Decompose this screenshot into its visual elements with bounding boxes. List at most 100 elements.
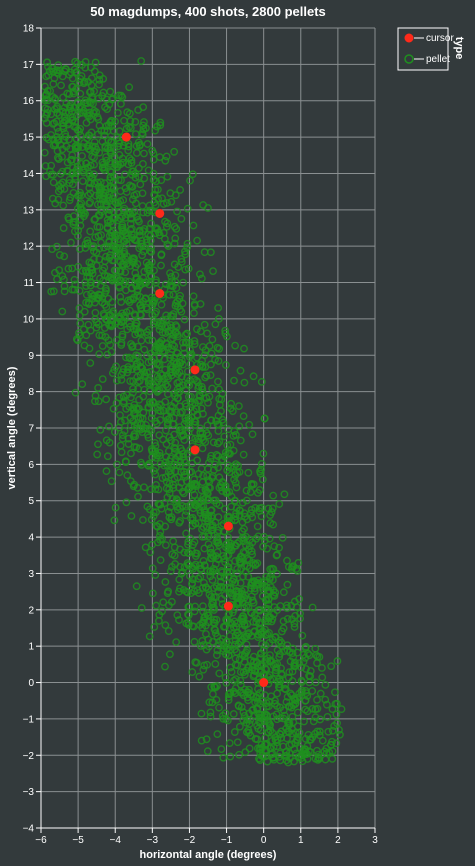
pellet-point <box>232 483 241 492</box>
pellet-point <box>118 431 127 440</box>
pellet-point <box>333 657 342 665</box>
pellet-point <box>190 340 199 348</box>
pellet-point <box>162 280 170 289</box>
pellet-point <box>261 752 270 761</box>
pellet-point <box>73 204 82 213</box>
pellet-point <box>217 594 226 603</box>
pellet-point <box>255 606 264 615</box>
pellet-point <box>105 238 113 247</box>
pellet-point <box>255 486 264 494</box>
pellet-point <box>150 198 159 207</box>
pellet-point <box>139 516 147 524</box>
pellet-point <box>197 503 206 511</box>
pellet-point <box>201 346 210 355</box>
pellet-point <box>71 280 80 289</box>
pellet-point <box>183 243 192 252</box>
pellet-point <box>97 126 106 135</box>
pellet-point <box>155 500 164 509</box>
pellet-point <box>182 502 190 511</box>
pellet-point <box>269 743 278 751</box>
pellet-point <box>49 178 58 187</box>
pellet-point <box>200 616 208 625</box>
pellet-point <box>120 247 129 256</box>
pellet-point <box>318 673 327 682</box>
pellet-point <box>147 445 156 453</box>
pellet-point <box>201 438 210 447</box>
pellet-point <box>236 579 245 587</box>
pellet-point <box>288 712 297 721</box>
pellet-point <box>85 344 94 353</box>
y-tick-label: 4 <box>28 533 34 544</box>
pellet-point <box>279 588 288 597</box>
pellet-point <box>200 320 209 329</box>
pellet-point <box>172 224 181 233</box>
pellet-point <box>76 89 85 98</box>
pellet-point <box>72 85 81 93</box>
pellet-point <box>163 382 172 391</box>
y-tick-label: −3 <box>23 787 35 798</box>
pellet-point <box>279 617 288 626</box>
pellet-point <box>322 700 331 709</box>
pellet-point <box>151 229 160 238</box>
pellet-point <box>168 362 177 371</box>
pellet-point <box>181 247 189 256</box>
pellet-point <box>72 157 81 165</box>
pellet-point <box>184 392 193 401</box>
pellet-point <box>173 385 182 394</box>
pellet-point <box>164 627 173 635</box>
pellet-point <box>88 95 97 103</box>
pellet-point <box>51 94 59 103</box>
pellet-point <box>300 717 308 726</box>
pellet-point <box>240 670 249 679</box>
pellet-point <box>113 109 122 117</box>
pellet-point <box>150 266 158 275</box>
pellet-point <box>138 414 147 423</box>
pellet-point <box>71 388 80 397</box>
pellet-point <box>112 266 121 275</box>
pellet-layer <box>40 57 346 767</box>
pellet-point <box>51 141 60 150</box>
pellet-point <box>214 357 223 365</box>
pellet-point <box>203 488 212 497</box>
pellet-point <box>210 619 219 627</box>
pellet-point <box>84 320 93 329</box>
pellet-point <box>137 604 146 612</box>
pellet-point <box>85 184 94 192</box>
pellet-point <box>210 584 218 592</box>
pellet-point <box>239 412 248 421</box>
pellet-point <box>60 275 68 284</box>
x-tick-label: 0 <box>261 835 267 846</box>
pellet-point <box>206 544 215 553</box>
pellet-point <box>321 695 330 704</box>
pellet-point <box>301 745 310 754</box>
pellet-point <box>133 483 142 492</box>
pellet-point <box>221 329 230 338</box>
pellet-point <box>260 532 268 541</box>
pellet-point <box>145 632 154 641</box>
pellet-point <box>60 116 69 125</box>
pellet-point <box>235 422 244 431</box>
pellet-point <box>138 251 146 260</box>
pellet-point <box>266 519 275 527</box>
pellet-point <box>255 625 264 633</box>
pellet-point <box>239 450 248 459</box>
pellet-point <box>163 172 172 181</box>
y-tick-label: 10 <box>23 314 35 325</box>
pellet-point <box>65 102 74 111</box>
pellet-point <box>140 149 148 158</box>
pellet-point <box>151 126 160 135</box>
pellet-point <box>95 80 103 89</box>
pellet-point <box>108 94 117 103</box>
pellet-point <box>191 519 200 528</box>
pellet-point <box>157 336 166 345</box>
pellet-point <box>235 402 243 411</box>
pellet-point <box>177 257 186 266</box>
pellet-point <box>105 206 114 214</box>
pellet-point <box>126 261 135 270</box>
pellet-point <box>167 436 175 445</box>
pellet-point <box>68 82 76 91</box>
pellet-point <box>249 372 258 381</box>
pellet-point <box>249 652 258 661</box>
x-tick-label: −6 <box>35 835 47 846</box>
pellet-point <box>101 189 110 197</box>
